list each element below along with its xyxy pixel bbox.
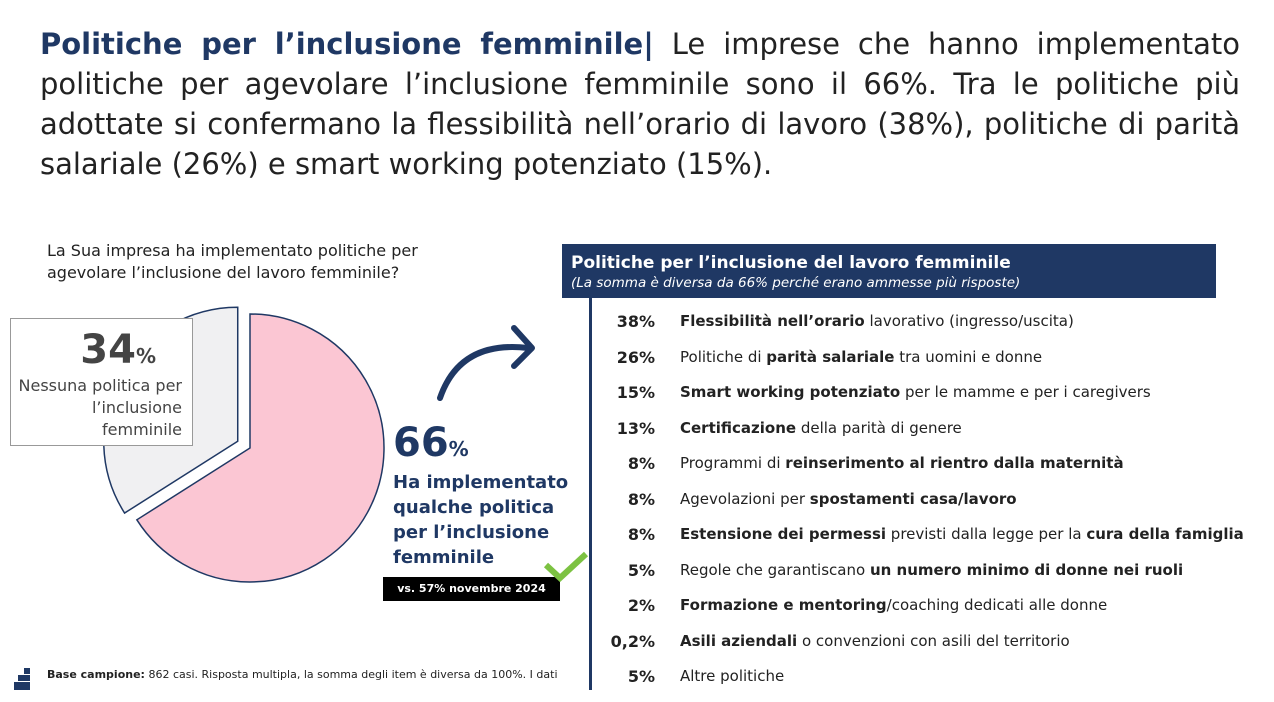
row-value: 38% xyxy=(616,312,655,331)
table-header: Politiche per l’inclusione del lavoro fe… xyxy=(562,244,1216,298)
question: La Sua impresa ha implementato politiche… xyxy=(47,241,418,282)
row-text: Regole che garantiscano un numero minimo… xyxy=(680,561,1183,579)
row-text-part: Agevolazioni per xyxy=(680,489,810,508)
row-value: 2% xyxy=(627,596,655,615)
row-text-part: tra uomini e donne xyxy=(894,347,1043,366)
table-subtitle: (La somma è diversa da 66% perché erano … xyxy=(571,275,1021,291)
row-value: 8% xyxy=(627,454,655,473)
table-row: 8% Agevolazioni per spostamenti casa/lavo… xyxy=(600,490,1274,525)
row-text-part: o convenzioni con asili del territorio xyxy=(797,631,1070,650)
row-text-part: cura della famiglia xyxy=(1086,525,1244,543)
row-value: 15% xyxy=(616,383,655,402)
row-text-part: parità salariale xyxy=(766,347,895,366)
footer-label: Base campione: xyxy=(47,668,145,681)
decor xyxy=(437,325,589,583)
arrow xyxy=(437,344,531,401)
label-box: 34% Nessuna politica per l’inclusione fe… xyxy=(10,318,193,446)
row-text: Formazione e mentoring/coaching dedicati… xyxy=(680,596,1107,614)
table-title: Politiche per l’inclusione del lavoro fe… xyxy=(571,253,1011,273)
row-text-part: Asili aziendali xyxy=(680,631,798,650)
row-text-part: Regole che garantiscano xyxy=(680,560,870,579)
row-text-part: reinserimento al rientro dalla maternità xyxy=(785,454,1124,472)
table-row: 5% Regole che garantiscano un numero mini… xyxy=(600,561,1274,596)
row-text-part: un numero minimo di donne nei ruoli xyxy=(869,560,1184,579)
table-row: 13% Certificazione della parità di genere xyxy=(600,419,1274,454)
row-text-part: /coaching dedicati alle donne xyxy=(886,596,1108,614)
table-row: 15% Smart working potenziato per le mamme… xyxy=(600,383,1274,418)
table-row: 38% Flessibilità nell’orario lavorativo (… xyxy=(600,312,1274,347)
table-row: 26% Politiche di parità salariale tra uom… xyxy=(600,348,1274,383)
row-text-part: previsti dalla legge per la xyxy=(886,525,1087,543)
row-text-part: Smart working potenziato xyxy=(680,383,901,401)
table-row: 0,2% Asili aziendali o convenzioni con as… xyxy=(600,632,1274,667)
row-text: Smart working potenziato per le mamme e … xyxy=(680,383,1151,401)
row-text-part: della parità di genere xyxy=(796,418,962,437)
row-text: Politiche di parità salariale tra uomini… xyxy=(680,348,1042,366)
row-text-part: Estensione dei permessi xyxy=(680,525,887,543)
row-text: Certificazione della parità di genere xyxy=(680,419,962,437)
row-text-part: Programmi di xyxy=(680,454,786,472)
header: Politiche per l’inclusione femminile| Le… xyxy=(40,24,1240,184)
pie-value: 66 xyxy=(393,420,449,466)
row-value: 5% xyxy=(627,560,655,580)
pie-value: 34 xyxy=(80,327,136,373)
divider xyxy=(589,298,592,690)
row-text-part: Altre politiche xyxy=(680,667,785,685)
arrow-head xyxy=(511,325,535,369)
logo xyxy=(14,668,30,690)
header-title: Politiche per l’inclusione femminile xyxy=(40,27,644,61)
header-text: Le imprese che hanno implementato politi… xyxy=(40,27,1240,181)
row-value: 26% xyxy=(616,347,655,367)
row-text-part: Certificazione xyxy=(680,418,797,437)
row-value: 8% xyxy=(627,489,655,509)
pie-slice xyxy=(135,313,385,583)
table-row: 8% Programmi di reinserimento al rientro … xyxy=(600,454,1274,489)
footer: Base campione: 862 casi. Risposta multip… xyxy=(47,668,577,681)
row-text: Asili aziendali o convenzioni con asili … xyxy=(680,632,1070,650)
table-row: 2% Formazione e mentoring/coaching dedica… xyxy=(600,596,1274,631)
row-text-part: Formazione e mentoring xyxy=(680,596,887,614)
row-text-part: per le mamme e per i caregivers xyxy=(900,383,1151,401)
category-label: Nessuna politica per l’inclusione femmin… xyxy=(18,376,182,439)
unit: % xyxy=(448,437,469,461)
checkmark xyxy=(543,551,589,583)
table-row: 8% Estensione dei permessi previsti dalla… xyxy=(600,525,1274,560)
row-value: 0,2% xyxy=(610,631,655,651)
unit: % xyxy=(135,344,156,368)
row-text: Flessibilità nell’orario lavorativo (ing… xyxy=(680,312,1074,330)
row-text: Estensione dei permessi previsti dalla l… xyxy=(680,525,1244,543)
separator: | xyxy=(643,27,654,61)
row-text-part: Politiche di xyxy=(680,347,767,366)
row-text-part: lavorativo (ingresso/uscita) xyxy=(864,312,1074,330)
row-text: Altre politiche xyxy=(680,667,784,685)
footer-text: 862 casi. Risposta multipla, la somma de… xyxy=(148,668,558,681)
row-text: Agevolazioni per spostamenti casa/lavoro xyxy=(680,490,1017,508)
row-text: Programmi di reinserimento al rientro da… xyxy=(680,454,1124,472)
row-text-part: spostamenti casa/lavoro xyxy=(809,489,1017,508)
row-text-part: Flessibilità nell’orario xyxy=(680,312,865,330)
category-label: Ha implementato qualche politica per l’i… xyxy=(393,472,569,568)
row-value: 13% xyxy=(616,418,655,438)
row-value: 5% xyxy=(627,667,655,686)
comparison: vs. 57% novembre 2024 xyxy=(383,577,560,601)
row-value: 8% xyxy=(627,525,655,544)
table-row: 5% Altre politiche xyxy=(600,667,1274,702)
